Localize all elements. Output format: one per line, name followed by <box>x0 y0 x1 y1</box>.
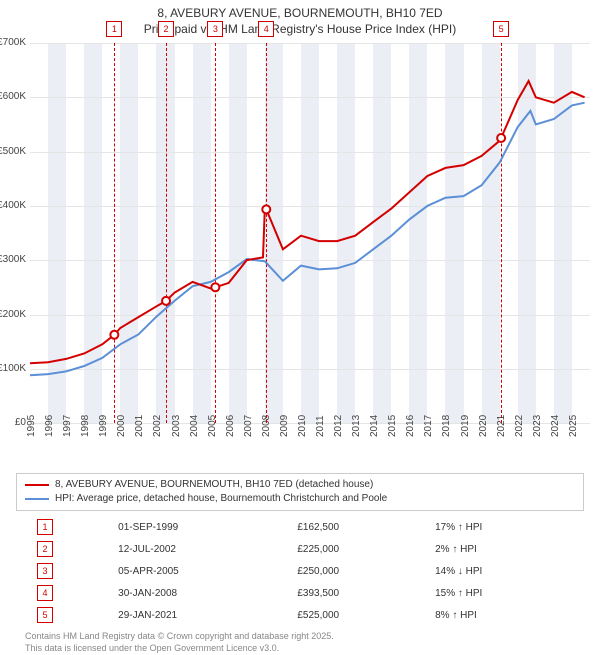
y-axis-label: £400K <box>0 200 26 211</box>
event-delta: 8% ↑ HPI <box>425 605 573 625</box>
event-price: £525,000 <box>287 605 423 625</box>
title-line-2: Price paid vs. HM Land Registry's House … <box>0 22 600 38</box>
event-delta: 2% ↑ HPI <box>425 539 573 559</box>
event-date: 12-JUL-2002 <box>108 539 285 559</box>
event-point <box>162 297 170 305</box>
event-delta: 17% ↑ HPI <box>425 517 573 537</box>
legend-row-hpi: HPI: Average price, detached house, Bour… <box>25 492 575 506</box>
table-row: 4 30-JAN-2008£393,50015% ↑ HPI <box>27 583 573 603</box>
footer-line-1: Contains HM Land Registry data © Crown c… <box>25 631 575 643</box>
event-number: 5 <box>37 607 53 623</box>
event-date: 29-JAN-2021 <box>108 605 285 625</box>
event-marker: 5 <box>493 21 509 37</box>
event-delta: 15% ↑ HPI <box>425 583 573 603</box>
event-point <box>497 134 505 142</box>
legend-swatch-hpi <box>25 498 49 500</box>
y-axis-label: £500K <box>0 146 26 157</box>
event-marker: 3 <box>207 21 223 37</box>
event-price: £162,500 <box>287 517 423 537</box>
event-marker: 1 <box>106 21 122 37</box>
chart-svg <box>30 43 590 423</box>
event-number: 2 <box>37 541 53 557</box>
legend: 8, AVEBURY AVENUE, BOURNEMOUTH, BH10 7ED… <box>16 473 584 511</box>
event-price: £393,500 <box>287 583 423 603</box>
event-marker: 2 <box>158 21 174 37</box>
table-row: 2 12-JUL-2002£225,0002% ↑ HPI <box>27 539 573 559</box>
legend-swatch-property <box>25 484 49 486</box>
y-axis-label: £700K <box>0 37 26 48</box>
legend-label-hpi: HPI: Average price, detached house, Bour… <box>55 492 387 506</box>
table-row: 3 05-APR-2005£250,00014% ↓ HPI <box>27 561 573 581</box>
table-row: 5 29-JAN-2021£525,0008% ↑ HPI <box>27 605 573 625</box>
legend-row-property: 8, AVEBURY AVENUE, BOURNEMOUTH, BH10 7ED… <box>25 478 575 492</box>
y-axis-label: £0 <box>15 417 26 428</box>
event-point <box>211 283 219 291</box>
event-date: 30-JAN-2008 <box>108 583 285 603</box>
title-line-1: 8, AVEBURY AVENUE, BOURNEMOUTH, BH10 7ED <box>0 6 600 22</box>
event-marker: 4 <box>258 21 274 37</box>
event-delta: 14% ↓ HPI <box>425 561 573 581</box>
series-property <box>30 81 585 363</box>
event-point <box>262 206 270 214</box>
chart-title: 8, AVEBURY AVENUE, BOURNEMOUTH, BH10 7ED… <box>0 0 600 37</box>
event-price: £250,000 <box>287 561 423 581</box>
y-axis-label: £600K <box>0 91 26 102</box>
event-number: 4 <box>37 585 53 601</box>
legend-label-property: 8, AVEBURY AVENUE, BOURNEMOUTH, BH10 7ED… <box>55 478 373 492</box>
event-date: 05-APR-2005 <box>108 561 285 581</box>
y-axis-label: £100K <box>0 363 26 374</box>
event-number: 3 <box>37 563 53 579</box>
footer-line-2: This data is licensed under the Open Gov… <box>25 643 575 655</box>
event-number: 1 <box>37 519 53 535</box>
table-row: 1 01-SEP-1999£162,50017% ↑ HPI <box>27 517 573 537</box>
event-point <box>110 331 118 339</box>
y-axis-label: £300K <box>0 254 26 265</box>
price-chart: £0£100K£200K£300K£400K£500K£600K£700K199… <box>30 43 590 423</box>
y-axis-label: £200K <box>0 309 26 320</box>
event-date: 01-SEP-1999 <box>108 517 285 537</box>
event-price: £225,000 <box>287 539 423 559</box>
footer-attribution: Contains HM Land Registry data © Crown c… <box>25 631 575 654</box>
events-table: 1 01-SEP-1999£162,50017% ↑ HPI 2 12-JUL-200… <box>25 515 575 627</box>
